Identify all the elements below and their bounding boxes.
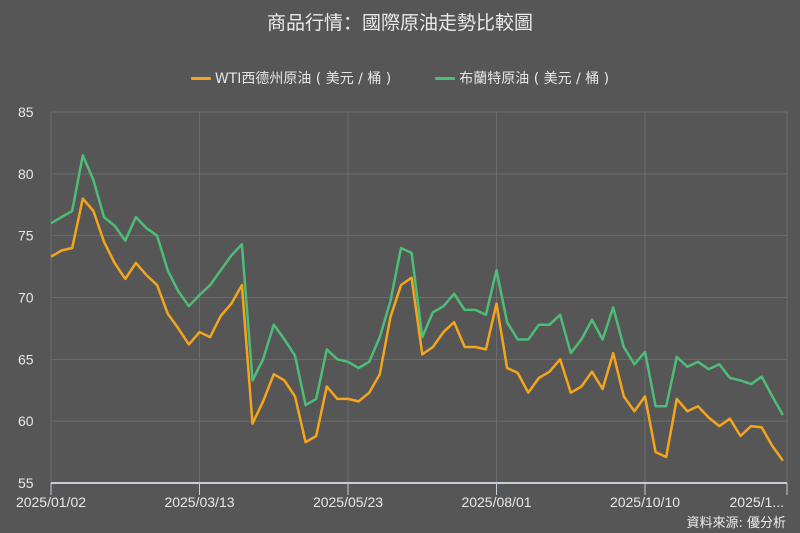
y-tick-label: 70 (18, 290, 34, 306)
legend-swatch-wti (190, 76, 211, 80)
source-note: 資料來源: 優分析 (686, 516, 786, 531)
x-tick-label: 2025/1... (730, 494, 785, 510)
x-tick-label: 2025/05/23 (313, 494, 383, 510)
y-tick-label: 85 (18, 104, 34, 120)
x-tick-label: 2025/01/02 (16, 494, 86, 510)
legend-swatch-brent (435, 76, 456, 80)
legend-item-wti[interactable]: WTI西德州原油 ( 美元 / 桶 ) (190, 68, 392, 88)
chart-title: 商品行情：國際原油走勢比較圖 (266, 12, 533, 34)
legend-item-brent[interactable]: 布蘭特原油 ( 美元 / 桶 ) (435, 68, 609, 88)
legend-label-wti: WTI西德州原油 ( 美元 / 桶 ) (214, 71, 392, 87)
y-tick-label: 75 (18, 228, 34, 244)
series-line-brent (50, 154, 784, 416)
y-tick-label: 60 (18, 413, 34, 429)
legend: WTI西德州原油 ( 美元 / 桶 ) 布蘭特原油 ( 美元 / 桶 ) (0, 68, 800, 88)
legend-label-brent: 布蘭特原油 ( 美元 / 桶 ) (459, 71, 610, 87)
y-tick-label: 80 (18, 166, 34, 182)
x-tick-label: 2025/03/13 (164, 494, 234, 510)
x-tick-label: 2025/10/10 (610, 494, 680, 510)
y-tick-label: 65 (18, 351, 34, 367)
y-tick-label: 55 (18, 475, 34, 491)
series-line-wti (50, 197, 784, 462)
x-tick-label: 2025/08/01 (461, 494, 531, 510)
